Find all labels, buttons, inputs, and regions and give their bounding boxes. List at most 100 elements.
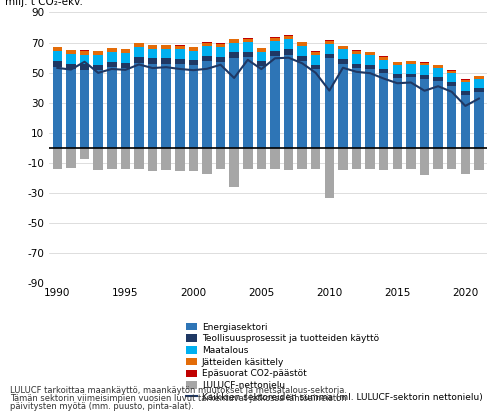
- Bar: [216, 47, 225, 57]
- Bar: [175, 46, 184, 50]
- Bar: [406, 74, 416, 77]
- Bar: [243, 38, 252, 39]
- Bar: [134, 43, 144, 47]
- Bar: [134, 47, 144, 57]
- Bar: [284, 35, 293, 36]
- Bar: [188, 148, 198, 171]
- Bar: [366, 148, 375, 169]
- Bar: [447, 70, 457, 71]
- Bar: [338, 64, 348, 148]
- Bar: [229, 52, 239, 57]
- Bar: [366, 55, 375, 65]
- Bar: [406, 148, 416, 169]
- Bar: [66, 54, 76, 64]
- Bar: [461, 148, 470, 174]
- Bar: [284, 49, 293, 54]
- Bar: [297, 42, 307, 46]
- Text: päivitysten myötä (mm. puusto, pinta-alat).: päivitysten myötä (mm. puusto, pinta-ala…: [10, 402, 193, 411]
- Bar: [447, 73, 457, 82]
- Bar: [474, 79, 484, 88]
- Bar: [66, 64, 76, 69]
- Bar: [338, 46, 348, 50]
- Bar: [474, 76, 484, 77]
- Bar: [447, 82, 457, 86]
- Bar: [474, 77, 484, 79]
- Bar: [229, 39, 239, 43]
- Bar: [366, 52, 375, 55]
- Bar: [352, 50, 361, 51]
- Bar: [379, 148, 389, 170]
- Bar: [121, 63, 130, 68]
- Bar: [134, 148, 144, 169]
- Bar: [433, 77, 443, 82]
- Bar: [257, 52, 266, 62]
- Bar: [270, 41, 279, 51]
- Bar: [284, 148, 293, 170]
- Bar: [53, 148, 62, 169]
- Bar: [393, 148, 402, 169]
- Bar: [325, 41, 334, 44]
- Bar: [447, 86, 457, 148]
- Bar: [393, 62, 402, 65]
- Bar: [297, 148, 307, 169]
- Bar: [352, 148, 361, 169]
- Bar: [325, 44, 334, 54]
- Bar: [257, 62, 266, 67]
- Bar: [53, 67, 62, 148]
- Bar: [474, 148, 484, 170]
- Bar: [66, 69, 76, 148]
- Bar: [161, 148, 171, 170]
- Bar: [121, 53, 130, 63]
- Bar: [325, 54, 334, 58]
- Bar: [216, 43, 225, 44]
- Bar: [270, 51, 279, 56]
- Bar: [420, 63, 430, 65]
- Bar: [175, 148, 184, 171]
- Bar: [216, 44, 225, 47]
- Bar: [379, 56, 389, 57]
- Bar: [107, 52, 117, 62]
- Bar: [379, 73, 389, 148]
- Bar: [366, 65, 375, 69]
- Bar: [107, 67, 117, 148]
- Bar: [80, 51, 90, 54]
- Bar: [175, 50, 184, 59]
- Bar: [338, 50, 348, 59]
- Bar: [311, 65, 320, 69]
- Bar: [121, 50, 130, 53]
- Bar: [93, 51, 103, 55]
- Bar: [121, 68, 130, 148]
- Bar: [229, 148, 239, 187]
- Bar: [352, 64, 361, 68]
- Bar: [257, 148, 266, 169]
- Bar: [148, 49, 157, 58]
- Bar: [393, 78, 402, 148]
- Bar: [134, 57, 144, 62]
- Bar: [284, 54, 293, 148]
- Bar: [107, 148, 117, 169]
- Bar: [393, 65, 402, 74]
- Bar: [284, 40, 293, 49]
- Bar: [379, 57, 389, 59]
- Bar: [134, 62, 144, 148]
- Bar: [461, 94, 470, 148]
- Bar: [297, 56, 307, 61]
- Text: LULUCF tarkoittaa maankäyttö, maankäytön muutokset ja metsätalous-sektoria.: LULUCF tarkoittaa maankäyttö, maankäytön…: [10, 386, 347, 395]
- Bar: [352, 51, 361, 54]
- Bar: [420, 148, 430, 175]
- Bar: [161, 49, 171, 58]
- Bar: [107, 62, 117, 67]
- Bar: [406, 64, 416, 74]
- Bar: [311, 69, 320, 148]
- Bar: [393, 74, 402, 78]
- Bar: [53, 51, 62, 61]
- Bar: [420, 74, 430, 79]
- Bar: [433, 65, 443, 68]
- Bar: [229, 43, 239, 52]
- Bar: [352, 54, 361, 64]
- Bar: [188, 47, 198, 51]
- Bar: [420, 65, 430, 74]
- Bar: [148, 58, 157, 64]
- Bar: [148, 45, 157, 49]
- Bar: [311, 55, 320, 65]
